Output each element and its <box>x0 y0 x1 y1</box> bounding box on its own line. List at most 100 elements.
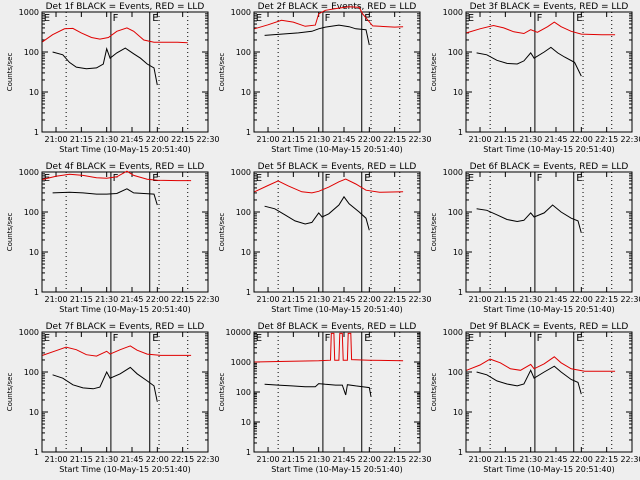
y-tick-label: 100 <box>24 48 39 57</box>
marker-label: E <box>468 333 474 344</box>
y-tick-label: 1 <box>246 448 251 457</box>
x-tick-label: 21:00 <box>468 295 491 304</box>
x-tick-label: 21:30 <box>95 135 118 144</box>
x-tick-label: 22:30 <box>408 295 431 304</box>
marker-label: F <box>537 333 543 344</box>
y-tick-label: 1000 <box>19 8 39 17</box>
y-tick-label: 1 <box>246 128 251 137</box>
y-tick-label: 1 <box>246 288 251 297</box>
x-tick-label: 22:15 <box>383 455 406 464</box>
lld-series-line <box>466 21 616 36</box>
y-axis-label: Counts/sec <box>6 213 14 252</box>
panel-det-6: Det 6f BLACK = Events, RED = LLD 1 10 100 10… <box>430 162 640 314</box>
y-axis-label: Counts/sec <box>6 373 14 412</box>
marker-label: E <box>152 13 158 24</box>
panel-title: Det 7f BLACK = Events, RED = LLD <box>46 322 205 332</box>
x-tick-label: 21:45 <box>544 135 567 144</box>
marker-label: E <box>44 13 50 24</box>
plot-frame <box>465 11 633 133</box>
plot-frame <box>41 331 209 453</box>
y-tick-label: 1000 <box>231 358 251 367</box>
x-tick-label: 21:30 <box>519 455 542 464</box>
x-tick-label: 21:00 <box>44 455 67 464</box>
x-tick-label: 22:00 <box>570 295 593 304</box>
y-axis-label: Counts/sec <box>430 53 438 92</box>
events-series-line <box>476 46 582 77</box>
y-tick-label: 10 <box>453 248 463 257</box>
x-tick-label: 21:15 <box>494 455 517 464</box>
x-tick-label: 22:15 <box>383 135 406 144</box>
x-tick-label: 21:00 <box>256 295 279 304</box>
lld-series-line <box>42 345 192 357</box>
marker-label: E <box>256 13 262 24</box>
y-tick-label: 10 <box>29 248 39 257</box>
x-tick-label: 21:30 <box>519 295 542 304</box>
y-tick-label: 1 <box>458 288 463 297</box>
x-tick-label: 22:30 <box>196 455 219 464</box>
y-tick-label: 1 <box>34 288 39 297</box>
y-tick-label: 100 <box>236 48 251 57</box>
x-tick-label: 21:30 <box>519 135 542 144</box>
lld-series-line <box>42 27 188 44</box>
marker-label: E <box>364 173 370 184</box>
marker-label: E <box>152 333 158 344</box>
marker-label: F <box>113 333 119 344</box>
panel-title: Det 2f BLACK = Events, RED = LLD <box>258 2 417 12</box>
lld-series-line <box>466 356 616 372</box>
marker-label: E <box>44 333 50 344</box>
panel-det-9: Det 9f BLACK = Events, RED = LLD 1 10 100 10… <box>430 322 640 474</box>
panel-title: Det 1f BLACK = Events, RED = LLD <box>46 2 205 12</box>
x-tick-label: 22:30 <box>620 295 640 304</box>
x-tick-label: 21:15 <box>282 295 305 304</box>
x-axis-label: Start Time (10-May-15 20:51:40) <box>271 305 402 314</box>
y-tick-label: 1 <box>458 128 463 137</box>
panel-det-5: Det 5f BLACK = Events, RED = LLD 1 10 100 10… <box>218 162 432 314</box>
x-tick-label: 21:45 <box>120 295 143 304</box>
x-tick-label: 21:15 <box>70 135 93 144</box>
events-series-line <box>264 383 372 397</box>
plot-frame <box>465 171 633 293</box>
events-series-line <box>476 204 582 234</box>
marker-label: F <box>325 13 331 24</box>
panel-det-8: Det 8f BLACK = Events, RED = LLD 1 10 100 10… <box>218 322 432 474</box>
lld-series-line <box>42 170 192 182</box>
y-tick-label: 10 <box>453 408 463 417</box>
x-tick-label: 22:30 <box>620 135 640 144</box>
plot-frame <box>41 11 209 133</box>
marker-label: F <box>325 173 331 184</box>
y-tick-label: 10 <box>241 248 251 257</box>
events-series-line <box>264 24 370 46</box>
x-tick-label: 22:15 <box>595 135 618 144</box>
panel-det-3: Det 3f BLACK = Events, RED = LLD 1 10 100 10… <box>430 2 640 154</box>
marker-label: E <box>576 13 582 24</box>
x-tick-label: 21:15 <box>70 455 93 464</box>
y-axis-label: Counts/sec <box>218 213 226 252</box>
x-tick-label: 21:15 <box>494 295 517 304</box>
x-tick-label: 22:00 <box>358 295 381 304</box>
panel-det-4: Det 4f BLACK = Events, RED = LLD 1 10 100 10… <box>6 162 220 314</box>
y-tick-label: 1000 <box>443 328 463 337</box>
plot-frame <box>253 11 421 133</box>
plot-frame <box>253 331 421 453</box>
y-tick-label: 100 <box>24 208 39 217</box>
y-tick-label: 100 <box>24 368 39 377</box>
y-tick-label: 100 <box>448 208 463 217</box>
y-tick-label: 1000 <box>443 8 463 17</box>
marker-label: E <box>468 13 474 24</box>
x-tick-label: 21:45 <box>332 135 355 144</box>
y-tick-label: 100 <box>448 48 463 57</box>
x-tick-label: 22:00 <box>146 295 169 304</box>
y-tick-label: 100 <box>236 208 251 217</box>
x-tick-label: 22:30 <box>620 455 640 464</box>
panel-title: Det 4f BLACK = Events, RED = LLD <box>46 162 205 172</box>
x-tick-label: 22:30 <box>196 295 219 304</box>
x-tick-label: 21:30 <box>95 455 118 464</box>
x-tick-label: 22:30 <box>196 135 219 144</box>
marker-label: E <box>364 333 370 344</box>
panel-title: Det 9f BLACK = Events, RED = LLD <box>470 322 629 332</box>
x-tick-label: 22:15 <box>171 295 194 304</box>
x-tick-label: 21:45 <box>332 295 355 304</box>
marker-label: F <box>113 13 119 24</box>
x-tick-label: 22:30 <box>408 455 431 464</box>
marker-label: E <box>256 333 262 344</box>
